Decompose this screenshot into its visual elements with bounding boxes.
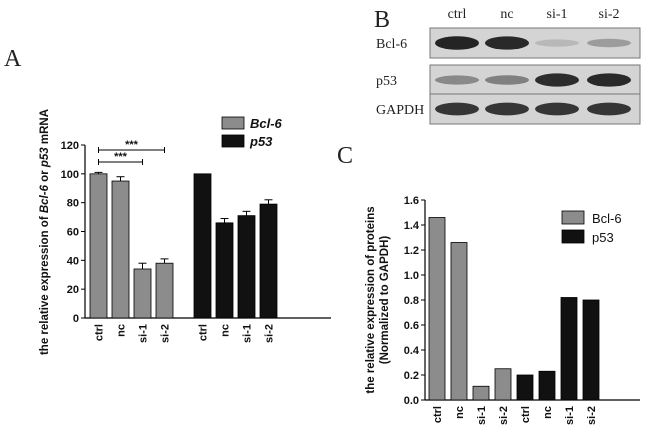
- y-tick-label: 100: [61, 169, 79, 181]
- bar-bcl-6-si-1: [133, 268, 152, 319]
- bar-bcl-6-si-2: [155, 262, 174, 319]
- bar-bcl-6-nc: [111, 180, 130, 319]
- y-tick-label: 40: [67, 255, 79, 267]
- blot-row-label: Bcl-6: [376, 37, 407, 52]
- blot-band: [435, 102, 479, 116]
- legend-label: p53: [592, 230, 614, 245]
- blot-band: [485, 36, 529, 50]
- blot-row-label: GAPDH: [376, 103, 424, 118]
- y-tick-label: 0.4: [404, 345, 420, 357]
- x-tick-label: si-1: [476, 406, 488, 425]
- bar-p53-nc: [215, 222, 234, 319]
- y-tick-label: 1.4: [404, 220, 420, 232]
- x-tick-label: si-2: [264, 324, 276, 343]
- x-tick-label: nc: [220, 324, 232, 337]
- legend-label: Bcl-6: [592, 211, 622, 226]
- bar-p53-si-2: [582, 299, 600, 401]
- bar-bcl-6-si-2: [494, 368, 512, 401]
- y-tick-label: 80: [67, 198, 79, 210]
- bar-p53-si-1: [237, 215, 256, 319]
- panel-b-western-blot: ctrl nc si-1 si-2 Bcl-6 p53 GAPDH: [376, 7, 641, 125]
- y-axis-label-line: (Normalized to GAPDH): [379, 236, 391, 365]
- bar-p53-nc: [538, 370, 556, 401]
- x-tick-label: ctrl: [94, 324, 106, 341]
- x-tick-label: ctrl: [520, 406, 532, 423]
- blot-band: [587, 38, 631, 48]
- legend-label: p53: [249, 134, 273, 149]
- x-tick-label: nc: [542, 406, 554, 419]
- significance-label: ***: [114, 151, 128, 163]
- blot-lane-label: nc: [500, 7, 513, 22]
- bar-bcl-6-nc: [450, 242, 468, 401]
- x-tick-label: ctrl: [432, 406, 444, 423]
- bar-bcl-6-ctrl: [428, 217, 446, 401]
- y-tick-label: 1.2: [404, 245, 419, 257]
- blot-lane-label: ctrl: [448, 7, 467, 22]
- x-tick-label: si-1: [242, 324, 254, 343]
- blot-band: [435, 75, 479, 85]
- legend-label: Bcl-6: [250, 116, 283, 131]
- x-tick-label: nc: [116, 324, 128, 337]
- y-tick-label: 1.6: [404, 195, 419, 207]
- y-axis-label-line: the relative expression of proteins: [365, 206, 377, 393]
- bar-p53-si-2: [259, 203, 278, 319]
- bar-p53-si-1: [560, 297, 578, 401]
- bar-bcl-6-ctrl: [89, 173, 108, 319]
- blot-band: [485, 102, 529, 116]
- y-tick-label: 120: [61, 140, 79, 152]
- panel-a-label: A: [4, 46, 22, 72]
- blot-band: [435, 36, 479, 50]
- blot-band: [485, 75, 529, 85]
- y-tick-label: 0.2: [404, 370, 419, 382]
- bar-p53-ctrl: [516, 374, 534, 401]
- y-tick-label: 20: [67, 284, 79, 296]
- blot-band: [535, 39, 579, 47]
- panel-b-label: B: [374, 7, 390, 33]
- blot-band: [587, 73, 631, 87]
- blot-band: [535, 102, 579, 116]
- x-tick-label: si-2: [498, 406, 510, 425]
- y-tick-label: 60: [67, 227, 79, 239]
- blot-band: [535, 73, 579, 87]
- y-tick-label: 0.6: [404, 320, 419, 332]
- legend-swatch-p53: [221, 134, 245, 148]
- x-tick-label: nc: [454, 406, 466, 419]
- x-tick-label: ctrl: [198, 324, 210, 341]
- y-axis-label: the relative expression of Bcl-6 or p53 …: [39, 109, 51, 355]
- significance-label: ***: [125, 139, 139, 151]
- y-tick-label: 0.8: [404, 295, 419, 307]
- legend-swatch-bcl-6: [221, 116, 245, 130]
- blot-lane-label: si-2: [599, 7, 620, 22]
- panel-c-label: C: [337, 143, 353, 169]
- blot-lane-label: si-1: [547, 7, 568, 22]
- x-tick-label: si-2: [586, 406, 598, 425]
- bar-bcl-6-si-1: [472, 385, 490, 401]
- legend-swatch-p53: [561, 229, 585, 244]
- y-tick-label: 1.0: [404, 270, 419, 282]
- y-tick-label: 0: [73, 313, 79, 325]
- blot-row-label: p53: [376, 74, 397, 89]
- blot-band: [587, 102, 631, 116]
- x-tick-label: si-1: [138, 324, 150, 343]
- y-tick-label: 0.0: [404, 395, 419, 407]
- bar-p53-ctrl: [193, 173, 212, 319]
- x-tick-label: si-1: [564, 406, 576, 425]
- x-tick-label: si-2: [160, 324, 172, 343]
- legend-swatch-bcl-6: [561, 210, 585, 225]
